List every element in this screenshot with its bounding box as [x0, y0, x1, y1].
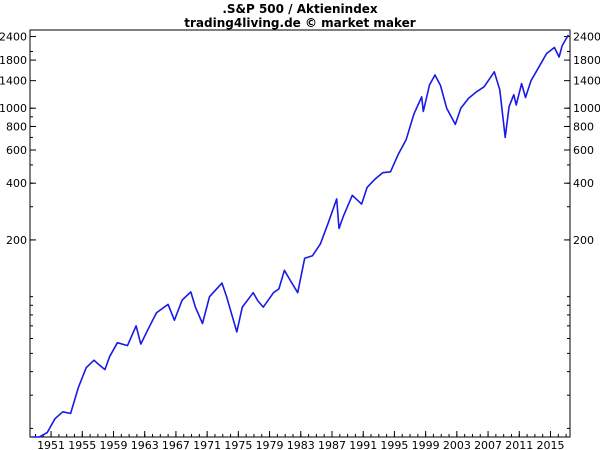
- x-tick-label: 2003: [443, 439, 471, 450]
- x-tick-label: 1971: [193, 439, 221, 450]
- x-tick-label: 1959: [99, 439, 127, 450]
- x-tick-label: 1955: [68, 439, 96, 450]
- y-tick-label-right: 200: [573, 234, 594, 247]
- y-tick-label-left: 600: [6, 144, 27, 157]
- plot-frame: [29, 29, 571, 438]
- y-tick-label-right: 2400: [573, 31, 600, 44]
- y-tick-label-left: 2400: [0, 31, 27, 44]
- x-tick-label: 1951: [37, 439, 65, 450]
- x-tick-label: 1987: [318, 439, 346, 450]
- x-tick-label: 1975: [224, 439, 252, 450]
- x-tick-label: 1999: [412, 439, 440, 450]
- x-tick-label: 2007: [474, 439, 502, 450]
- chart-title: .S&P 500 / Aktienindex: [222, 2, 378, 16]
- chart-subtitle: trading4living.de © market maker: [184, 16, 416, 30]
- y-tick-label-left: 200: [6, 234, 27, 247]
- y-tick-label-left: 1800: [0, 54, 27, 67]
- x-tick-label: 1963: [131, 439, 159, 450]
- x-tick-label: 1991: [349, 439, 377, 450]
- y-tick-label-left: 400: [6, 177, 27, 190]
- x-tick-label: 1995: [380, 439, 408, 450]
- x-tick-label: 2015: [536, 439, 564, 450]
- x-tick-label: 1979: [256, 439, 284, 450]
- y-tick-label-left: 1000: [0, 102, 27, 115]
- y-tick-label-right: 1800: [573, 54, 600, 67]
- y-tick-label-right: 1400: [573, 75, 600, 88]
- y-tick-label-right: 400: [573, 177, 594, 190]
- x-tick-label: 2011: [505, 439, 533, 450]
- y-tick-label-right: 600: [573, 144, 594, 157]
- y-tick-label-right: 800: [573, 120, 594, 133]
- y-tick-label-left: 1400: [0, 75, 27, 88]
- y-tick-label-right: 1000: [573, 102, 600, 115]
- series-line: [31, 34, 570, 438]
- x-tick-label: 1983: [287, 439, 315, 450]
- y-tick-label-left: 800: [6, 120, 27, 133]
- x-tick-label: 1967: [162, 439, 190, 450]
